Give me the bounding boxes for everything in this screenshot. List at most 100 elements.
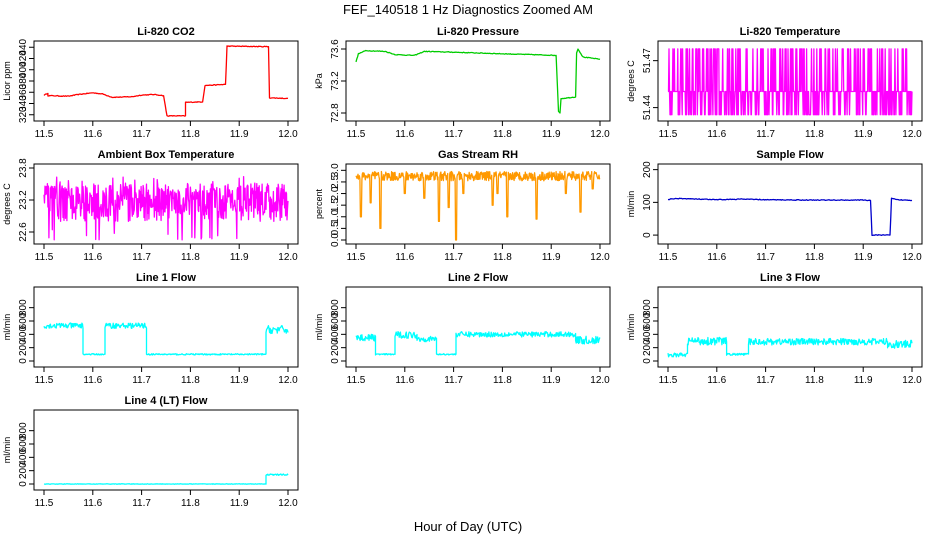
y-tick-label: 400: [18, 61, 29, 78]
y-tick-label: 0: [18, 358, 29, 364]
y-tick-label: 600: [642, 312, 653, 329]
panel-title: Line 1 Flow: [136, 272, 196, 284]
x-tick-label: 11.7: [132, 375, 151, 386]
panel-title: Li-820 Temperature: [740, 26, 841, 38]
x-tick-label: 11.7: [444, 375, 463, 386]
panel-3: Li-820 Temperature 11.5 11.6 11.7 11.8 11.9 12…: [626, 26, 923, 140]
x-tick-label: 11.5: [347, 252, 366, 263]
plot-frame: [345, 286, 611, 368]
series-line: [43, 175, 289, 241]
panel-8: Line 2 Flow 11.5 11.6 11.7 11.8 11.9 12.0 0 2004…: [314, 272, 611, 386]
y-tick-label: 200: [642, 339, 653, 356]
x-tick-label: 11.8: [181, 252, 200, 263]
x-tick-label: 11.5: [35, 498, 54, 509]
y-tick-label: 800: [18, 299, 29, 316]
x-tick-label: 11.8: [805, 129, 824, 140]
x-tick-label: 11.5: [35, 129, 54, 140]
y-tick-label: 360: [18, 83, 29, 100]
x-tick-label: 11.9: [854, 252, 873, 263]
x-tick-label: 11.6: [83, 252, 102, 263]
panel-7: Line 1 Flow 11.5 11.6 11.7 11.8 11.9 12.0 0 2004…: [2, 272, 299, 386]
series-line: [43, 45, 289, 117]
series-line: [667, 48, 913, 116]
x-tick-label: 11.6: [395, 252, 414, 263]
x-tick-label: 11.5: [659, 252, 678, 263]
x-tick-label: 12.0: [902, 129, 922, 140]
y-tick-label: 73.6: [330, 39, 341, 59]
x-tick-label: 11.9: [230, 129, 249, 140]
x-tick-label: 11.8: [181, 498, 200, 509]
plot-frame: [657, 286, 923, 368]
plot-frame: [657, 40, 923, 122]
y-tick-label: 1.0: [330, 209, 341, 223]
x-tick-label: 11.5: [347, 375, 366, 386]
x-tick-label: 11.9: [854, 375, 873, 386]
panel-title: Line 2 Flow: [448, 272, 508, 284]
x-tick-label: 12.0: [278, 252, 298, 263]
y-axis-label: percent: [314, 188, 324, 219]
y-tick-label: 200: [330, 339, 341, 356]
x-tick-label: 11.9: [542, 375, 561, 386]
y-tick-label: 0.5: [330, 221, 341, 235]
x-tick-label: 11.8: [805, 375, 824, 386]
x-tick-label: 11.7: [132, 252, 151, 263]
y-tick-label: 0: [642, 232, 653, 238]
y-tick-label: 320: [18, 106, 29, 123]
y-axis-label: ml/min: [2, 314, 12, 341]
x-tick-label: 12.0: [590, 129, 610, 140]
x-tick-label: 11.9: [230, 498, 249, 509]
series-line: [355, 331, 601, 356]
figure-title: FEF_140518 1 Hz Diagnostics Zoomed AM: [343, 2, 593, 17]
x-tick-label: 11.7: [132, 129, 151, 140]
x-tick-label: 11.8: [181, 129, 200, 140]
x-tick-label: 11.9: [542, 252, 561, 263]
y-tick-label: 400: [18, 449, 29, 466]
y-tick-label: 600: [330, 312, 341, 329]
y-tick-label: 800: [642, 299, 653, 316]
y-tick-label: 200: [18, 339, 29, 356]
y-axis-label: ml/min: [314, 314, 324, 341]
x-tick-label: 12.0: [278, 498, 298, 509]
y-tick-label: 72.8: [330, 103, 341, 123]
x-tick-label: 11.8: [181, 375, 200, 386]
y-tick-label: 23.8: [18, 158, 29, 178]
panel-title: Ambient Box Temperature: [98, 149, 235, 161]
x-tick-label: 11.7: [444, 129, 463, 140]
y-tick-label: 440: [18, 38, 29, 55]
x-tick-label: 11.7: [132, 498, 151, 509]
y-tick-label: 420: [18, 50, 29, 67]
panel-title: Gas Stream RH: [438, 149, 518, 161]
series-line: [355, 48, 601, 114]
y-axis-label: kPa: [314, 73, 324, 89]
x-tick-label: 11.9: [542, 129, 561, 140]
y-tick-label: 400: [330, 326, 341, 343]
plot-frame: [33, 409, 299, 491]
x-tick-label: 11.5: [35, 252, 54, 263]
x-tick-label: 11.7: [756, 252, 775, 263]
x-tick-label: 11.7: [756, 129, 775, 140]
x-tick-label: 11.6: [707, 129, 726, 140]
y-tick-label: 200: [18, 462, 29, 479]
y-tick-label: 200: [642, 161, 653, 178]
plot-frame: [657, 163, 923, 245]
y-tick-label: 0: [642, 358, 653, 364]
series-line: [667, 197, 913, 237]
x-tick-label: 11.5: [659, 375, 678, 386]
y-tick-label: 400: [18, 326, 29, 343]
x-tick-label: 11.6: [83, 129, 102, 140]
panel-title: Li-820 Pressure: [437, 26, 519, 38]
series-line: [43, 322, 289, 356]
x-tick-label: 11.8: [493, 375, 512, 386]
x-tick-label: 11.7: [756, 375, 775, 386]
panel-10: Line 4 (LT) Flow 11.5 11.6 11.7 11.8 11.9 12.0…: [2, 395, 299, 509]
y-tick-label: 0.0: [330, 233, 341, 247]
x-tick-label: 11.8: [805, 252, 824, 263]
x-tick-label: 12.0: [278, 375, 298, 386]
x-tick-label: 11.5: [659, 129, 678, 140]
x-tick-label: 11.5: [35, 375, 54, 386]
y-axis-label: ml/min: [2, 437, 12, 464]
x-tick-label: 11.6: [83, 498, 102, 509]
x-tick-label: 11.6: [395, 375, 414, 386]
y-tick-label: 51.47: [642, 48, 653, 73]
y-tick-label: 400: [642, 326, 653, 343]
